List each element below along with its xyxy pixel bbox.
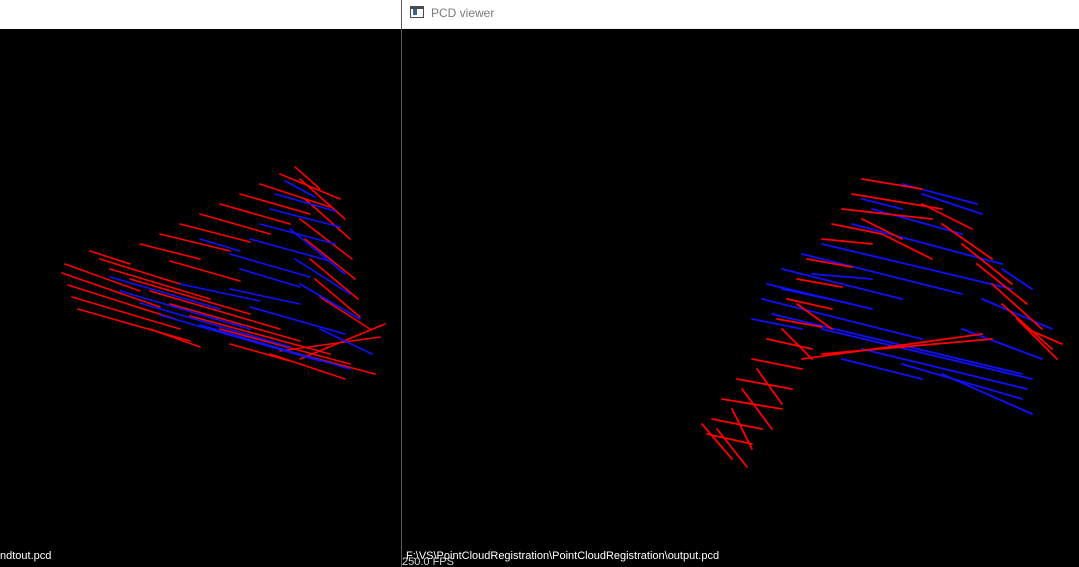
window-title: PCD viewer bbox=[431, 6, 495, 20]
pcd-viewer-window[interactable]: PCD viewer bbox=[402, 0, 1079, 567]
window-divider bbox=[401, 0, 402, 567]
left-filename-label: ndtout.pcd bbox=[0, 550, 52, 562]
left-blue-cloud bbox=[109, 180, 373, 370]
fps-counter: 250.0 FPS bbox=[402, 556, 454, 567]
file-path-label: F:\VS\PointCloudRegistration\PointCloudR… bbox=[406, 550, 720, 562]
pcd-viewer-titlebar[interactable]: PCD viewer bbox=[402, 0, 1079, 29]
right-blue-cloud bbox=[751, 183, 1053, 415]
right-red-cloud bbox=[701, 178, 1063, 468]
app-window-icon bbox=[410, 6, 424, 18]
left-titlebar[interactable] bbox=[0, 0, 401, 29]
right-point-cloud-viewport[interactable] bbox=[402, 29, 1079, 567]
left-point-cloud-viewport[interactable] bbox=[0, 29, 401, 567]
left-viewer-window[interactable]: ndtout.pcd bbox=[0, 0, 401, 567]
